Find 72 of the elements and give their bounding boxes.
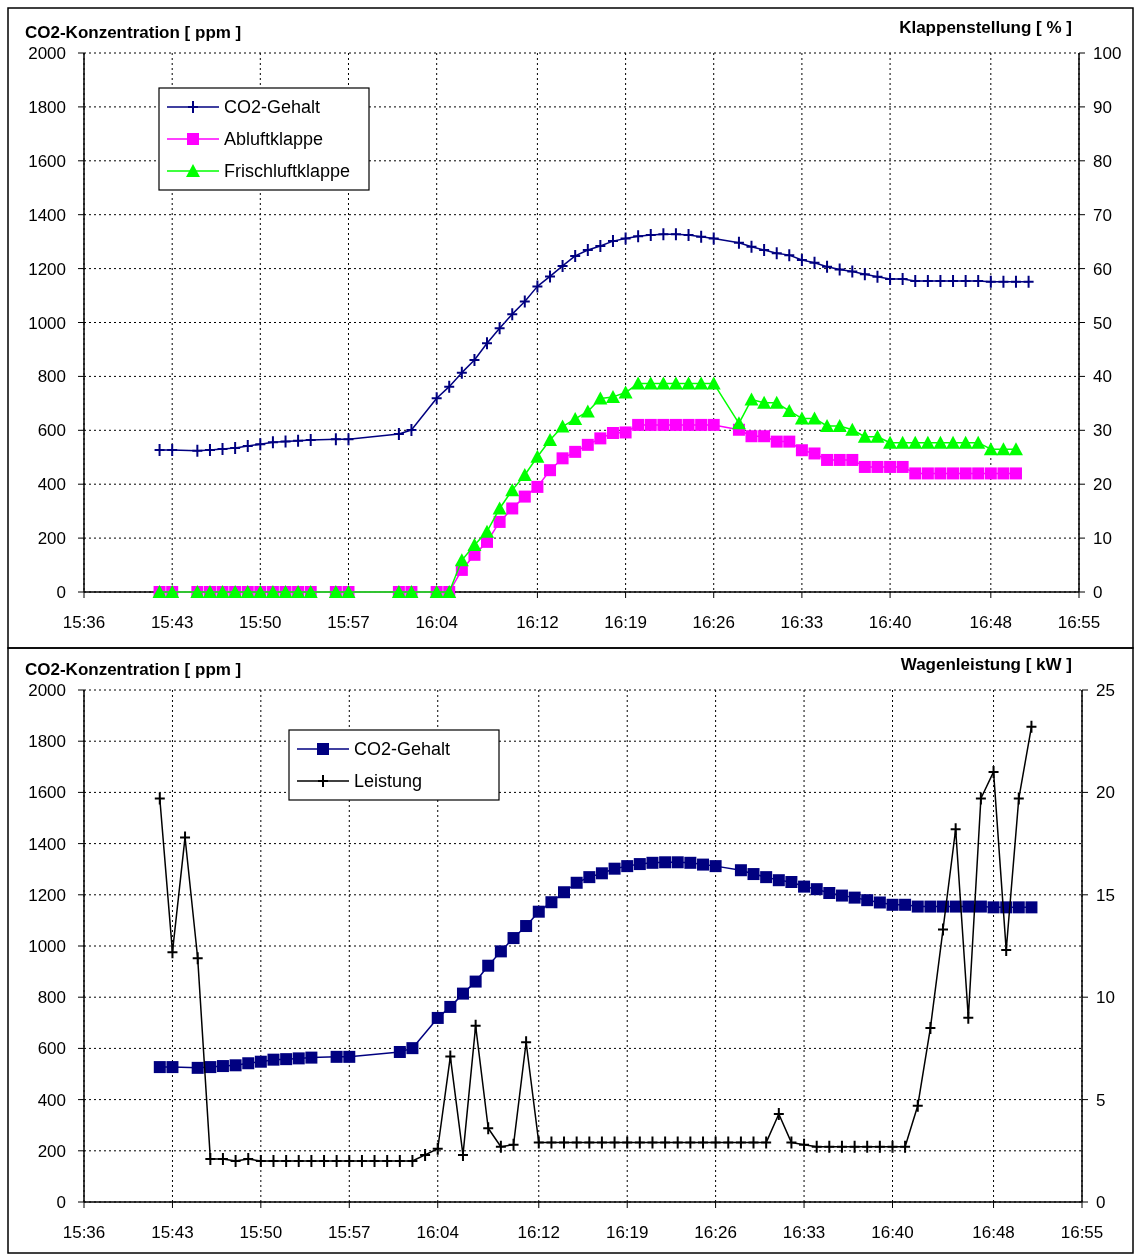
y-tick-label: 0 [56,583,66,602]
y-tick-label: 1800 [28,97,66,117]
x-tick-label: 15:43 [150,613,194,632]
y-tick-label: 200 [37,1141,66,1161]
x-tick-label: 15:43 [151,1223,194,1242]
x-tick-label: 16:33 [782,1223,826,1242]
y-axis-title: CO2-Konzentration [ ppm ] [25,23,242,42]
x-tick-label: 16:48 [969,613,1013,632]
y2-tick-label: 5 [1096,1090,1106,1110]
y2-tick-label: 15 [1096,885,1115,905]
y2-tick-label: 50 [1093,313,1112,333]
legend-label: Frischluftklappe [224,161,351,181]
y-tick-label: 1400 [28,205,66,225]
legend-label: Leistung [354,771,423,791]
y-tick-label: 1400 [28,834,66,854]
y2-axis-title: Wagenleistung [ kW ] [900,655,1072,674]
x-tick-label: 15:36 [62,613,106,632]
y-tick-label: 400 [37,475,66,495]
y-tick-label: 600 [37,1039,66,1059]
legend-label: CO2-Gehalt [224,97,321,117]
x-tick-label: 16:26 [692,613,735,632]
x-tick-label: 16:40 [868,613,912,632]
legend-label: CO2-Gehalt [354,739,451,759]
y-tick-label: 800 [37,367,66,387]
y-tick-label: 1800 [28,732,66,752]
x-tick-label: 16:04 [415,613,458,632]
y2-tick-label: 100 [1093,44,1122,63]
y-tick-label: 800 [37,988,66,1008]
y2-tick-label: 90 [1093,97,1112,117]
y2-tick-label: 10 [1096,988,1115,1008]
y2-tick-label: 25 [1096,681,1115,700]
y2-tick-label: 10 [1093,529,1112,549]
x-tick-label: 15:50 [239,613,282,632]
x-tick-label: 16:55 [1060,1223,1104,1242]
x-tick-label: 16:40 [871,1223,914,1242]
y-tick-label: 600 [37,421,66,441]
y-tick-label: 1200 [28,885,66,905]
x-tick-label: 15:36 [62,1223,106,1242]
y2-axis-title: Klappenstellung [ % ] [899,18,1072,37]
x-tick-label: 16:12 [517,1223,561,1242]
y2-tick-label: 20 [1093,475,1112,495]
y-axis-title: CO2-Konzentration [ ppm ] [25,660,242,679]
x-tick-label: 15:57 [328,1223,371,1242]
y-tick-label: 200 [37,529,66,549]
y2-tick-label: 0 [1093,583,1103,602]
y-tick-label: 0 [56,1193,66,1212]
y-tick-label: 400 [37,1090,66,1110]
x-tick-label: 16:26 [694,1223,737,1242]
y2-tick-label: 70 [1093,205,1112,225]
x-tick-label: 16:12 [516,613,559,632]
y-tick-label: 2000 [28,681,66,700]
x-tick-label: 16:48 [972,1223,1015,1242]
y2-tick-label: 60 [1093,259,1112,279]
x-tick-label: 16:55 [1057,613,1101,632]
x-tick-label: 16:19 [604,613,647,632]
y2-tick-label: 0 [1096,1193,1106,1212]
x-tick-label: 16:04 [416,1223,460,1242]
y2-tick-label: 40 [1093,367,1112,387]
y-tick-label: 1200 [28,259,66,279]
y2-tick-label: 80 [1093,151,1112,171]
y-tick-label: 1600 [28,783,66,803]
y-tick-label: 1000 [28,313,66,333]
x-tick-label: 16:19 [605,1223,649,1242]
y-tick-label: 1000 [28,937,66,956]
x-tick-label: 16:33 [780,613,824,632]
y2-tick-label: 20 [1096,783,1115,803]
x-tick-label: 15:50 [239,1223,283,1242]
y2-tick-label: 30 [1093,421,1112,441]
y-tick-label: 2000 [28,44,66,63]
y-tick-label: 1600 [28,151,66,171]
x-tick-label: 15:57 [327,613,370,632]
legend-label: Abluftklappe [224,129,324,149]
